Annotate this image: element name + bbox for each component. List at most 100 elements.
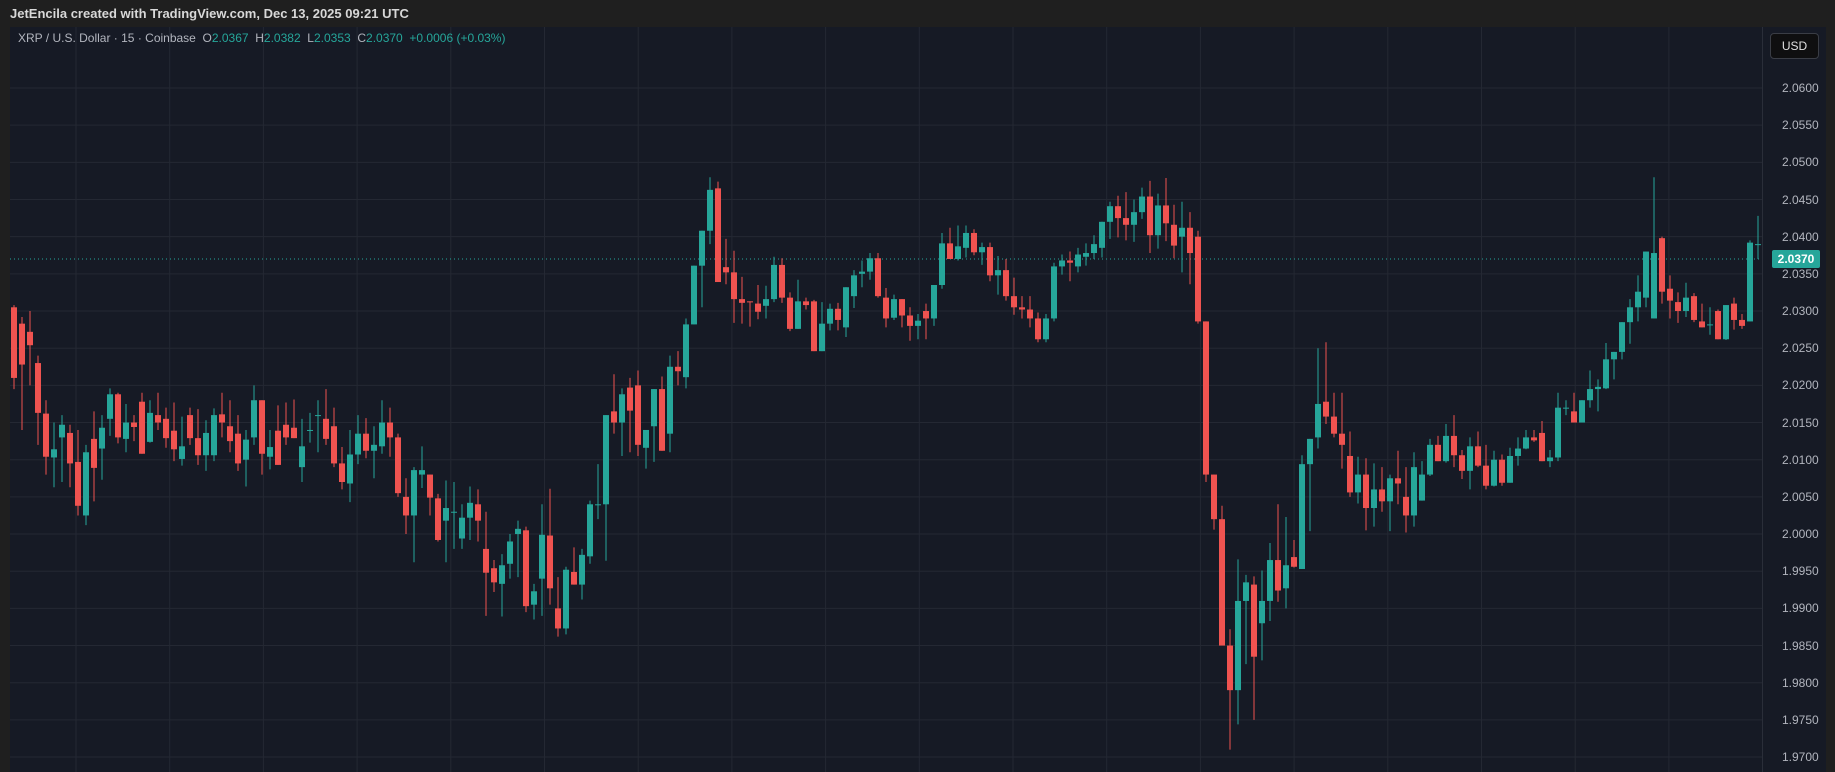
candle[interactable] [355, 415, 361, 465]
candle[interactable] [907, 307, 913, 341]
candle[interactable] [827, 303, 833, 331]
candle[interactable] [1731, 297, 1737, 330]
candle[interactable] [1035, 312, 1041, 343]
candle[interactable] [315, 400, 321, 453]
candle[interactable] [1243, 574, 1249, 665]
candle[interactable] [1723, 305, 1729, 341]
candle[interactable] [475, 489, 481, 542]
candle[interactable] [747, 301, 753, 327]
candle[interactable] [1131, 199, 1137, 242]
candle[interactable] [491, 560, 497, 593]
candle[interactable] [531, 583, 537, 620]
candle[interactable] [1043, 313, 1049, 343]
candle[interactable] [1547, 450, 1553, 468]
candle[interactable] [547, 488, 553, 605]
candle[interactable] [1011, 277, 1017, 315]
candle[interactable] [507, 534, 513, 579]
candle[interactable] [363, 418, 369, 459]
candle[interactable] [1379, 467, 1385, 512]
candle[interactable] [755, 285, 761, 320]
candle[interactable] [1747, 240, 1753, 322]
candle[interactable] [611, 374, 617, 434]
candle[interactable] [411, 467, 417, 563]
candle[interactable] [1259, 570, 1265, 661]
price-axis[interactable] [1762, 27, 1827, 772]
candle[interactable] [1563, 400, 1569, 416]
candle[interactable] [1395, 450, 1401, 505]
candle[interactable] [635, 370, 641, 456]
candle[interactable] [867, 253, 873, 280]
candle[interactable] [835, 302, 841, 331]
candle[interactable] [291, 399, 297, 439]
candle[interactable] [1555, 392, 1561, 462]
candle[interactable] [43, 400, 49, 475]
candle[interactable] [1435, 435, 1441, 462]
candle[interactable] [811, 299, 817, 352]
candle[interactable] [979, 242, 985, 265]
candle[interactable] [1603, 342, 1609, 390]
candle[interactable] [1635, 275, 1641, 322]
candle[interactable] [123, 403, 129, 453]
candle[interactable] [883, 287, 889, 328]
candle[interactable] [1219, 505, 1225, 646]
candle[interactable] [699, 230, 705, 308]
candle[interactable] [267, 429, 273, 470]
candle[interactable] [331, 407, 337, 468]
candle[interactable] [1211, 474, 1217, 530]
candle[interactable] [163, 407, 169, 448]
candle[interactable] [107, 388, 113, 436]
candle[interactable] [1187, 212, 1193, 285]
candle[interactable] [467, 486, 473, 540]
candle[interactable] [75, 429, 81, 516]
candle[interactable] [1163, 177, 1169, 242]
candle[interactable] [147, 400, 153, 443]
candle[interactable] [779, 258, 785, 303]
candle[interactable] [1459, 450, 1465, 480]
candle[interactable] [67, 424, 73, 488]
candle[interactable] [379, 400, 385, 454]
candle[interactable] [1339, 392, 1345, 469]
candle[interactable] [499, 554, 505, 617]
candle[interactable] [843, 287, 849, 338]
candle[interactable] [387, 407, 393, 457]
candle[interactable] [1619, 322, 1625, 360]
candle[interactable] [259, 400, 265, 475]
candle[interactable] [323, 389, 329, 445]
candle[interactable] [515, 520, 521, 578]
candle[interactable] [1251, 576, 1257, 720]
candle[interactable] [619, 388, 625, 456]
candle[interactable] [683, 318, 689, 389]
candle[interactable] [187, 407, 193, 445]
candle[interactable] [483, 511, 489, 616]
candle[interactable] [627, 377, 633, 453]
candle[interactable] [963, 225, 969, 258]
candle[interactable] [1323, 342, 1329, 425]
candle[interactable] [1515, 437, 1521, 466]
candle[interactable] [251, 385, 257, 445]
candle[interactable] [371, 426, 377, 479]
candle[interactable] [1659, 236, 1665, 304]
candle[interactable] [763, 285, 769, 319]
candle[interactable] [427, 474, 433, 516]
candle[interactable] [1083, 243, 1089, 266]
candle[interactable] [1067, 251, 1073, 282]
candle[interactable] [1683, 282, 1689, 317]
candle[interactable] [139, 392, 145, 454]
candle[interactable] [27, 311, 33, 386]
candle[interactable] [1123, 192, 1129, 241]
candle[interactable] [1419, 461, 1425, 501]
candle[interactable] [1051, 262, 1057, 322]
candle[interactable] [1611, 351, 1617, 380]
candle[interactable] [195, 409, 201, 465]
candle[interactable] [1579, 400, 1585, 423]
candle[interactable] [771, 256, 777, 303]
candle[interactable] [795, 279, 801, 329]
candle[interactable] [1675, 292, 1681, 323]
candle[interactable] [419, 446, 425, 488]
candle[interactable] [1027, 296, 1033, 328]
candle[interactable] [1523, 429, 1529, 450]
candle[interactable] [235, 415, 241, 471]
candle[interactable] [1595, 379, 1601, 412]
candle[interactable] [179, 416, 185, 466]
candle[interactable] [283, 402, 289, 445]
